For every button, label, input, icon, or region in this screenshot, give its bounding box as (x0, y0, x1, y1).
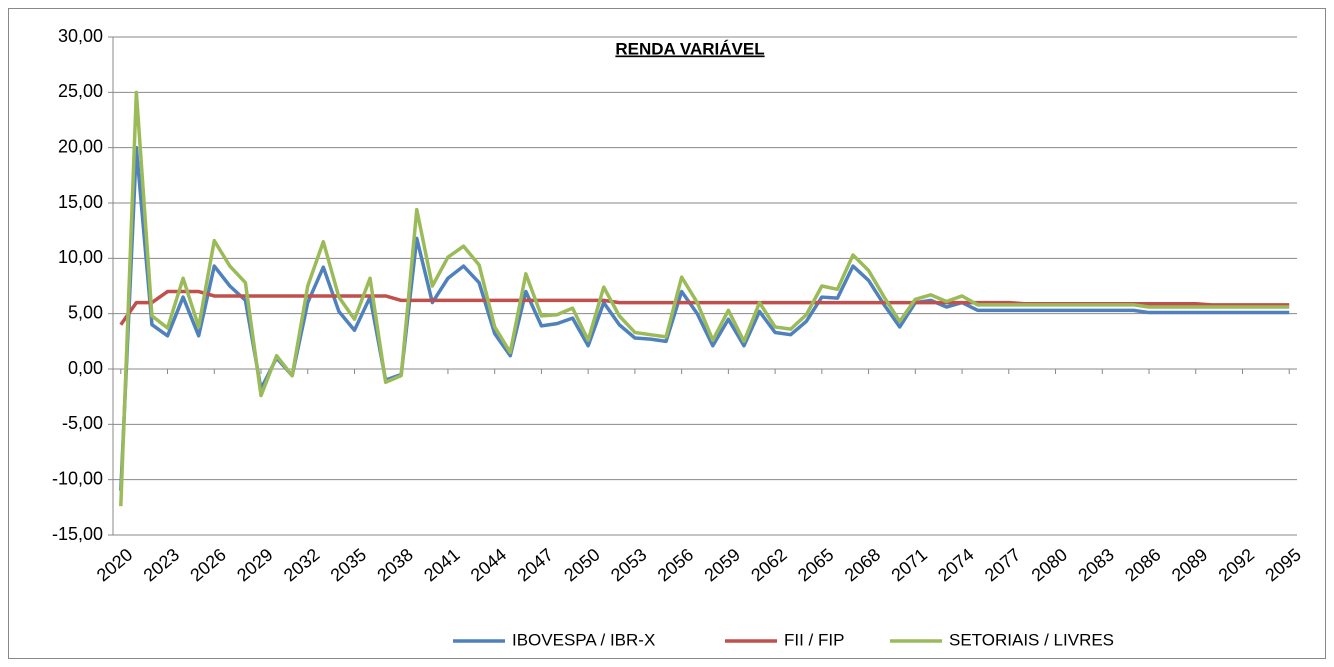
y-tick-label: 15,00 (58, 192, 103, 212)
y-tick-label: 0,00 (68, 358, 103, 378)
y-tick-label: 5,00 (68, 302, 103, 322)
chart-title: RENDA VARIÁVEL (615, 39, 764, 58)
y-tick-label: -15,00 (52, 524, 103, 544)
y-tick-label: 25,00 (58, 81, 103, 101)
legend-label: SETORIAIS / LIVRES (949, 630, 1114, 649)
legend-label: FII / FIP (784, 630, 844, 649)
y-tick-label: -10,00 (52, 468, 103, 488)
y-tick-label: -5,00 (62, 413, 103, 433)
series-line (119, 145, 1290, 491)
y-tick-label: 30,00 (58, 26, 103, 46)
series-line (119, 90, 1290, 507)
y-tick-label: 20,00 (58, 136, 103, 156)
legend-label: IBOVESPA / IBR-X (512, 630, 655, 649)
y-tick-label: 10,00 (58, 247, 103, 267)
